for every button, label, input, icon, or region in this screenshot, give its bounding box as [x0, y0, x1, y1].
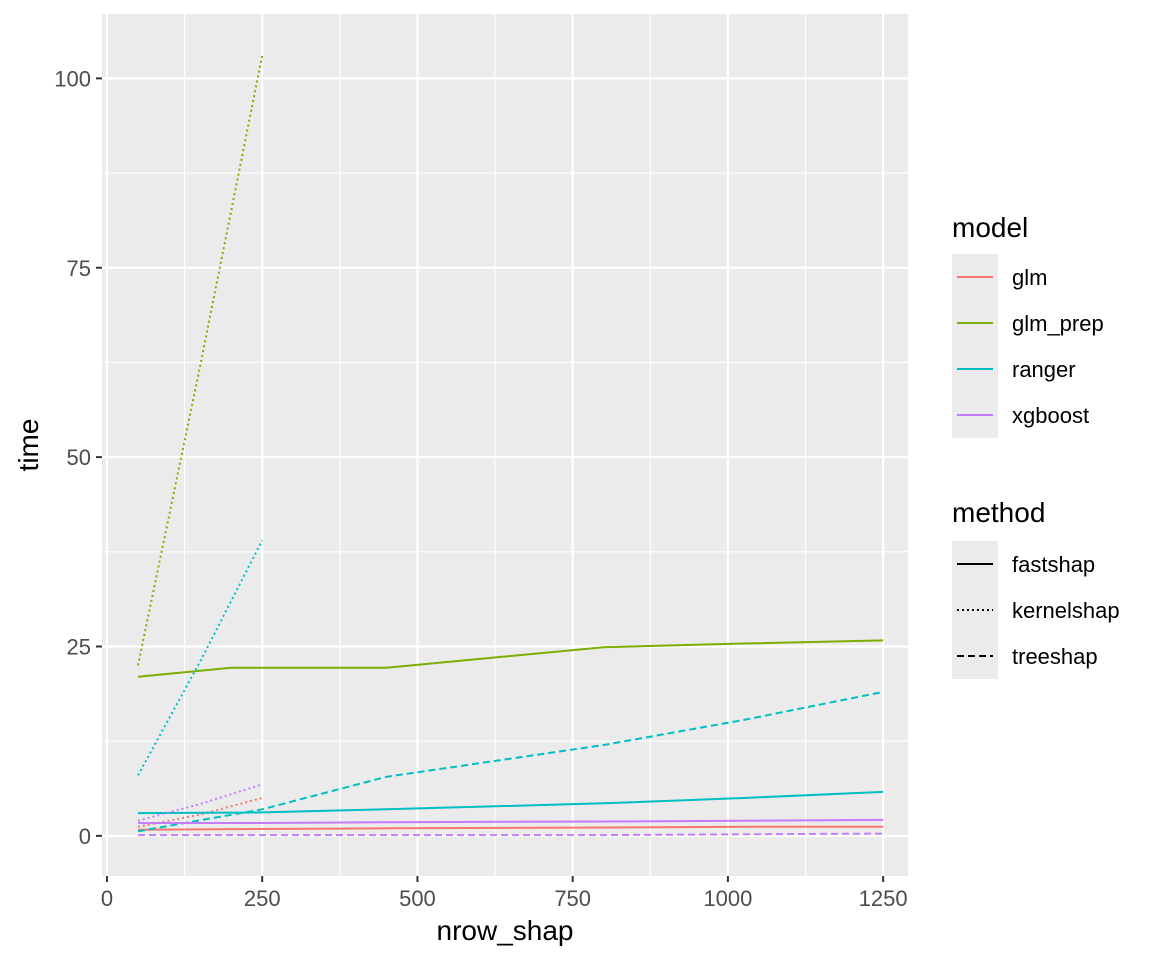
series-layer: [137, 55, 884, 837]
y-axis-title: time: [13, 419, 44, 472]
series-line-xgboost-kernelshap: [137, 783, 263, 822]
legend-label-fastshap: fastshap: [1012, 552, 1095, 577]
x-tick-label: 0: [101, 886, 113, 911]
series-line-ranger-treeshap: [137, 690, 884, 833]
legend-label-treeshap: treeshap: [1012, 644, 1098, 669]
legend-label-kernelshap: kernelshap: [1012, 598, 1120, 623]
series-line-xgboost-fastshap: [138, 818, 884, 824]
y-tick-label: 25: [67, 634, 91, 659]
legend-method-title: method: [952, 497, 1045, 528]
y-tick-label: 0: [79, 824, 91, 849]
series-line-glm-fastshap: [137, 825, 884, 831]
grid-major: [102, 14, 908, 876]
y-tick-label: 75: [67, 256, 91, 281]
x-tick-label: 750: [554, 886, 591, 911]
grid-minor: [102, 14, 908, 876]
y-tick-label: 50: [67, 445, 91, 470]
x-tick-label: 500: [399, 886, 436, 911]
x-axis-title: nrow_shap: [437, 915, 574, 946]
series-line-glm_prep-fastshap: [137, 639, 884, 678]
legend-model-title: model: [952, 212, 1028, 243]
x-tick-label: 1250: [859, 886, 908, 911]
legend-label-xgboost: xgboost: [1012, 403, 1089, 428]
series-line-xgboost-treeshap: [138, 832, 884, 837]
legend-label-glm_prep: glm_prep: [1012, 311, 1104, 336]
y-axis: 0 25 50 75 100: [54, 66, 102, 849]
legend-label-ranger: ranger: [1012, 357, 1076, 382]
legend-label-glm: glm: [1012, 265, 1047, 290]
x-axis: 0 250 500 750 1000 1250: [101, 876, 908, 911]
x-tick-label: 1000: [703, 886, 752, 911]
legend-method: method fastshap kernelshap treeshap: [952, 497, 1120, 679]
series-line-ranger-kernelshap: [137, 539, 264, 776]
y-tick-label: 100: [54, 66, 91, 91]
series-line-glm_prep-kernelshap: [137, 55, 264, 666]
legend-model-keys-bg: [952, 254, 998, 438]
plot-panel: [102, 14, 908, 876]
x-tick-label: 250: [244, 886, 281, 911]
